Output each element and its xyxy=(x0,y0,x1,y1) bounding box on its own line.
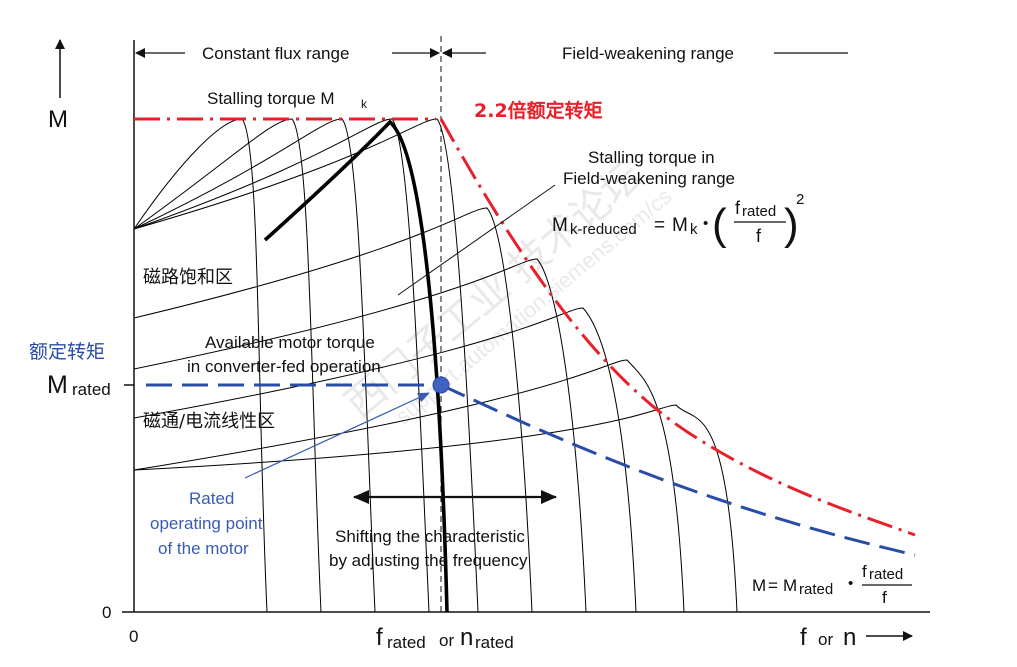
bold-characteristic-curve xyxy=(263,119,449,613)
rated-op-label-line2: operating point xyxy=(150,514,263,533)
m-rated-main: M xyxy=(47,371,68,399)
x-axis-label: f or n xyxy=(800,624,856,651)
rated-op-pointer xyxy=(244,392,430,479)
characteristic-curve xyxy=(133,258,587,613)
stalling-fw-label-line2: Field-weakening range xyxy=(563,169,735,188)
mk-dot: • xyxy=(703,215,708,232)
characteristic-curve xyxy=(133,118,479,613)
mk-frac-den: f xyxy=(756,226,762,246)
rated-op-label-line1: Rated xyxy=(189,489,234,508)
m-formula-dot: • xyxy=(848,575,853,592)
saturation-region-label: 磁路饱和区 xyxy=(143,267,233,288)
stalling-torque-main: Stalling torque M xyxy=(207,89,335,108)
f-rated-label: f rated or n rated xyxy=(376,624,514,652)
rated-torque-fw-curve xyxy=(440,383,916,557)
characteristic-curve xyxy=(133,207,533,613)
mk-reduced-lhs-main: M xyxy=(552,215,568,236)
mk-exponent: 2 xyxy=(796,191,804,208)
shifting-label-line1: Shifting the characteristic xyxy=(335,527,525,546)
m-formula-lhs: M xyxy=(752,576,766,595)
n-rated-main: n xyxy=(460,624,473,651)
rated-torque-2-2-label: 2.2倍额定转矩 xyxy=(474,99,603,122)
mk-paren-left: ( xyxy=(712,200,727,249)
x-axis-label-f: f xyxy=(800,624,807,651)
m-formula-main: M xyxy=(783,576,797,595)
formula-mk-reduced: M k-reduced = M k • ( f rated f ) 2 xyxy=(552,191,804,249)
x-axis-label-or: or xyxy=(818,630,833,649)
mk-sub: k xyxy=(690,221,698,238)
characteristic-curve xyxy=(133,118,268,613)
motor-characteristic-curves xyxy=(133,118,738,613)
stalling-torque-sub: k xyxy=(361,97,368,111)
f-rated-or: or xyxy=(439,631,454,650)
m-formula-sub: rated xyxy=(799,581,833,598)
n-rated-sub: rated xyxy=(475,633,514,652)
characteristic-curve xyxy=(133,307,637,613)
mk-reduced-eq: = xyxy=(654,215,665,236)
mk-reduced-lhs-sub: k-reduced xyxy=(570,221,637,238)
constant-flux-label: Constant flux range xyxy=(202,44,349,63)
f-rated-main: f xyxy=(376,624,383,651)
m-rated-sub: rated xyxy=(72,380,111,399)
rated-operating-point xyxy=(432,376,450,394)
f-rated-sub: rated xyxy=(387,633,426,652)
characteristic-curve xyxy=(133,118,322,613)
mk-frac-num: f xyxy=(735,198,741,218)
stalling-torque-label: Stalling torque M k xyxy=(207,89,368,111)
m-formula-frac-den: f xyxy=(882,588,887,607)
rated-torque-cn-label: 额定转矩 xyxy=(29,341,105,363)
linear-region-label: 磁通/电流线性区 xyxy=(143,411,275,432)
origin-y-label: 0 xyxy=(102,603,111,622)
watermark: 西门子工业 技术论坛 support.automation.siemens.co… xyxy=(337,153,677,429)
m-formula-frac-num: f xyxy=(862,562,867,581)
field-weakening-label: Field-weakening range xyxy=(562,44,734,63)
characteristic-curve xyxy=(133,118,376,613)
m-formula-eq: = xyxy=(768,576,778,595)
origin-x-label: 0 xyxy=(129,627,138,646)
x-axis-label-n: n xyxy=(843,624,856,651)
y-axis-label: M xyxy=(48,106,68,133)
mk-frac-num-sub: rated xyxy=(742,203,776,220)
m-rated-label: M rated xyxy=(47,371,111,399)
stalling-fw-label-line1: Stalling torque in xyxy=(588,148,715,167)
mk-main: M xyxy=(672,215,688,236)
mk-paren-right: ) xyxy=(784,200,799,249)
available-torque-line1: Available motor torque xyxy=(205,333,375,352)
stalling-torque-fw-curve xyxy=(439,118,916,537)
available-torque-line2: in converter-fed operation xyxy=(187,357,381,376)
characteristic-curve xyxy=(133,359,685,613)
shifting-label-line2: by adjusting the frequency xyxy=(329,551,528,570)
rated-op-label-line3: of the motor xyxy=(158,539,249,558)
formula-m: M = M rated • f rated f xyxy=(752,562,912,607)
characteristic-curve xyxy=(133,404,738,613)
m-formula-frac-num-sub: rated xyxy=(869,566,903,583)
stalling-fw-pointer xyxy=(397,184,556,296)
